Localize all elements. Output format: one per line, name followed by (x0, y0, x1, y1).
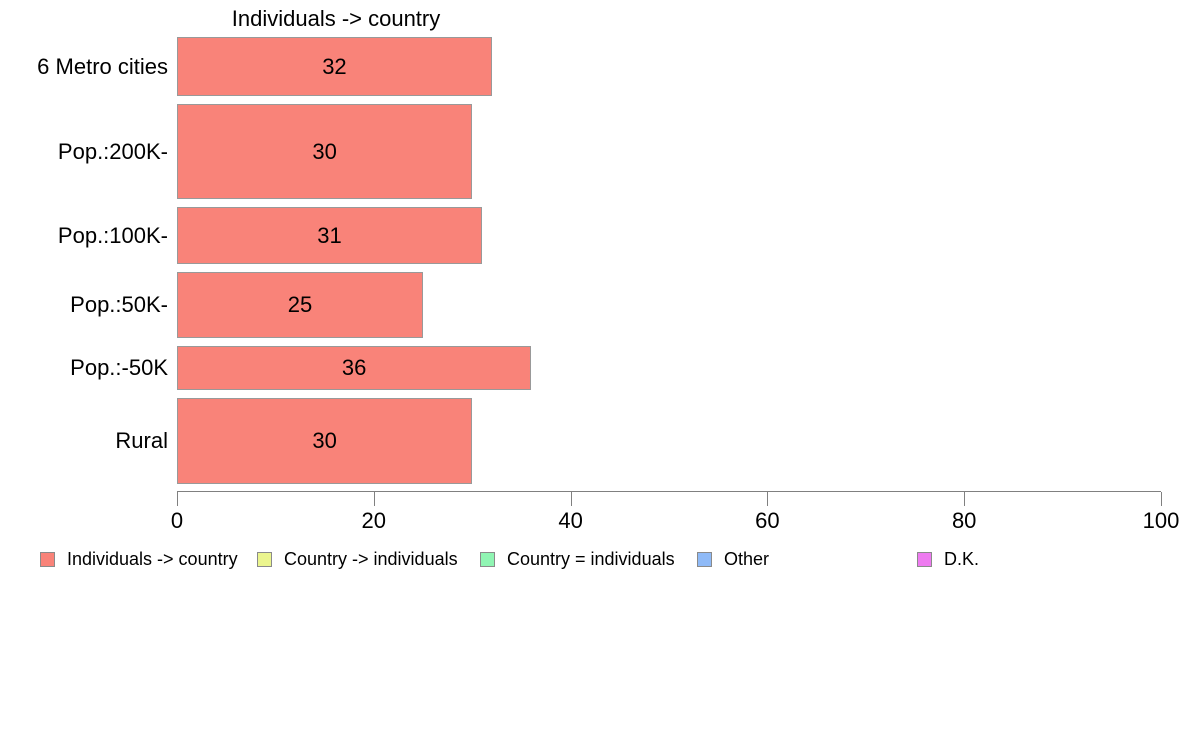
x-tick (177, 492, 178, 506)
x-tick (373, 492, 375, 506)
bar: 25 (177, 272, 423, 338)
legend-label: Individuals -> country (67, 549, 238, 569)
x-tick (1161, 492, 1162, 506)
bar: 31 (177, 207, 483, 264)
category-label: Rural (115, 428, 168, 453)
legend-swatch (40, 552, 55, 567)
bar-value-label: 36 (341, 355, 367, 380)
legend-swatch (480, 552, 495, 567)
x-tick (570, 492, 572, 506)
x-tick-label: 20 (361, 508, 387, 533)
legend-label: Country -> individuals (284, 549, 458, 569)
bar-value-label: 32 (322, 53, 347, 79)
legend-label: Other (724, 549, 770, 569)
x-tick-label: 60 (755, 508, 780, 533)
category-label: Pop.:200K- (57, 138, 168, 164)
x-tick-label: 40 (558, 508, 583, 533)
legend-item: D.K. (917, 549, 979, 570)
bar-value-label: 25 (287, 292, 313, 317)
legend-item: Individuals -> country (40, 549, 238, 570)
legend-item: Other (697, 549, 769, 570)
x-tick-label: 80 (951, 508, 977, 533)
bar-value-label: 30 (312, 428, 337, 453)
x-axis-line (177, 491, 1161, 492)
legend-swatch (257, 552, 272, 567)
bar: 30 (177, 104, 473, 199)
legend-label: Country = individuals (507, 549, 675, 569)
bar-value-label: 30 (312, 138, 337, 164)
category-label: Pop.:100K- (57, 222, 168, 248)
x-tick (767, 492, 769, 506)
legend-label: D.K. (944, 549, 980, 569)
bar: 30 (177, 398, 473, 484)
legend-item: Country -> individuals (257, 549, 458, 570)
category-label: Pop.:-50K (70, 355, 168, 380)
legend-item: Country = individuals (480, 549, 675, 570)
x-tick-label: 100 (1142, 508, 1180, 533)
bar: 36 (177, 346, 532, 390)
legend-swatch (917, 552, 932, 567)
legend-swatch (697, 552, 712, 567)
bar-value-label: 31 (317, 222, 342, 248)
category-label: Pop.:50K- (70, 292, 168, 317)
chart-title: Individuals -> country (231, 6, 441, 31)
category-label: 6 Metro cities (37, 53, 168, 79)
bar: 32 (177, 37, 492, 96)
x-tick-label: 0 (170, 508, 184, 533)
x-tick (964, 492, 966, 506)
